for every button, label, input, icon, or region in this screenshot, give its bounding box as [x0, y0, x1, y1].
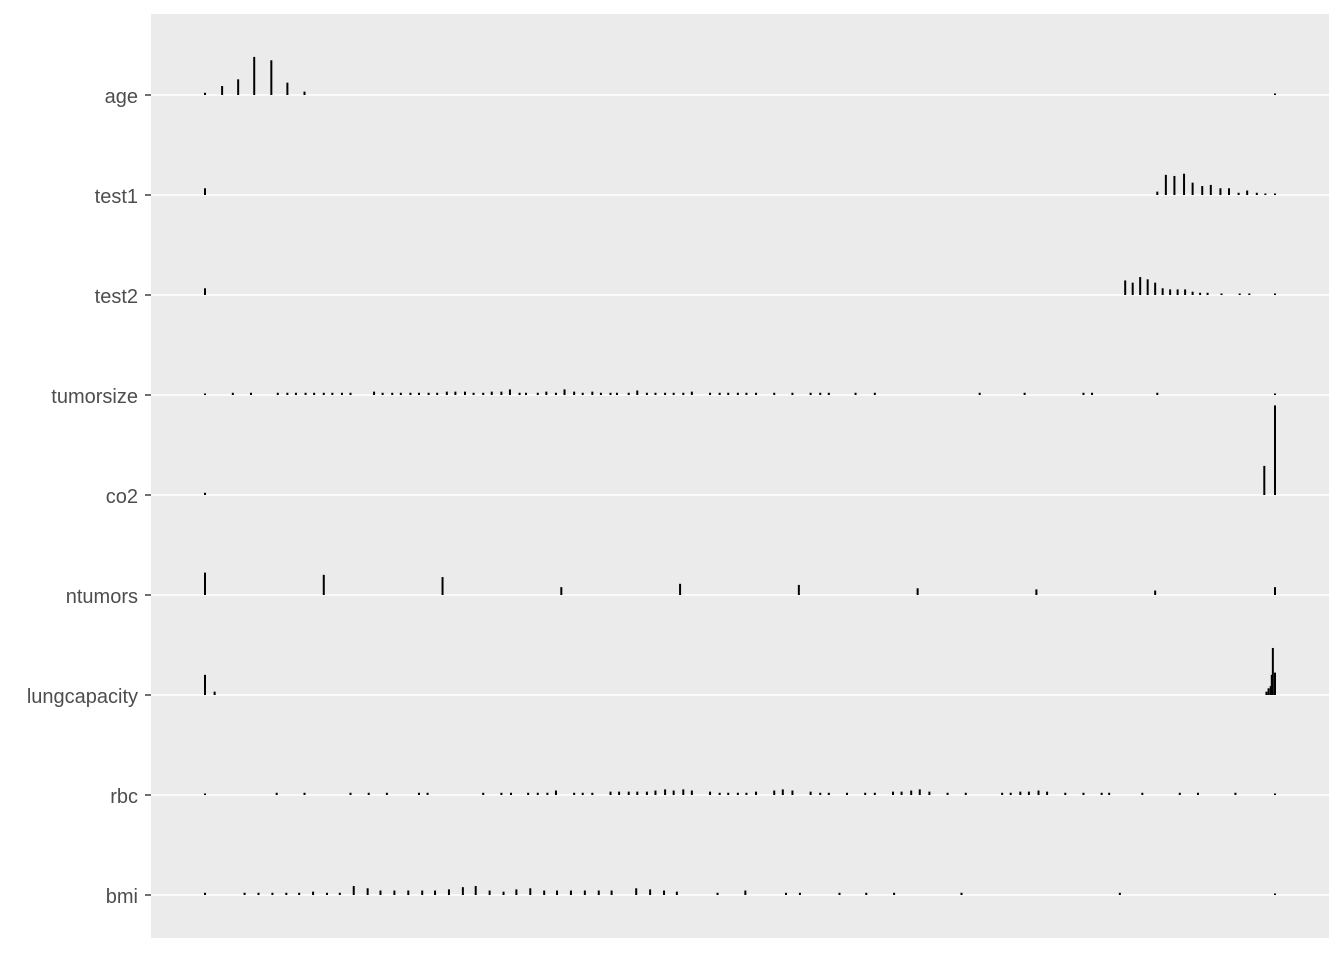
series-age [204, 56, 1276, 95]
series-ntumors [204, 572, 1276, 595]
y-tick-label-ntumors: ntumors [66, 586, 138, 608]
series-bmi [204, 886, 1276, 895]
y-axis-ticks [145, 94, 151, 896]
y-tick-label-bmi: bmi [106, 886, 138, 908]
spike-marks [204, 56, 1276, 895]
series-test2 [204, 277, 1276, 295]
y-tick-label-lungcapacity: lungcapacity [27, 686, 138, 708]
y-tick-label-test1: test1 [95, 186, 138, 208]
series-test1 [204, 173, 1276, 195]
y-tick-label-rbc: rbc [110, 786, 138, 808]
gridlines [151, 94, 1329, 896]
series-lungcapacity [204, 647, 1276, 695]
series-co2 [204, 405, 1276, 495]
y-tick-label-co2: co2 [106, 486, 138, 508]
y-tick-label-tumorsize: tumorsize [51, 386, 138, 408]
series-tumorsize [204, 389, 1276, 395]
y-tick-label-test2: test2 [95, 286, 138, 308]
series-rbc [204, 789, 1276, 795]
y-tick-label-age: age [105, 86, 138, 108]
y-axis-labels: age test1 test2 tumorsize co2 ntumors lungcapa… [27, 86, 138, 908]
plot-panel [151, 14, 1329, 938]
